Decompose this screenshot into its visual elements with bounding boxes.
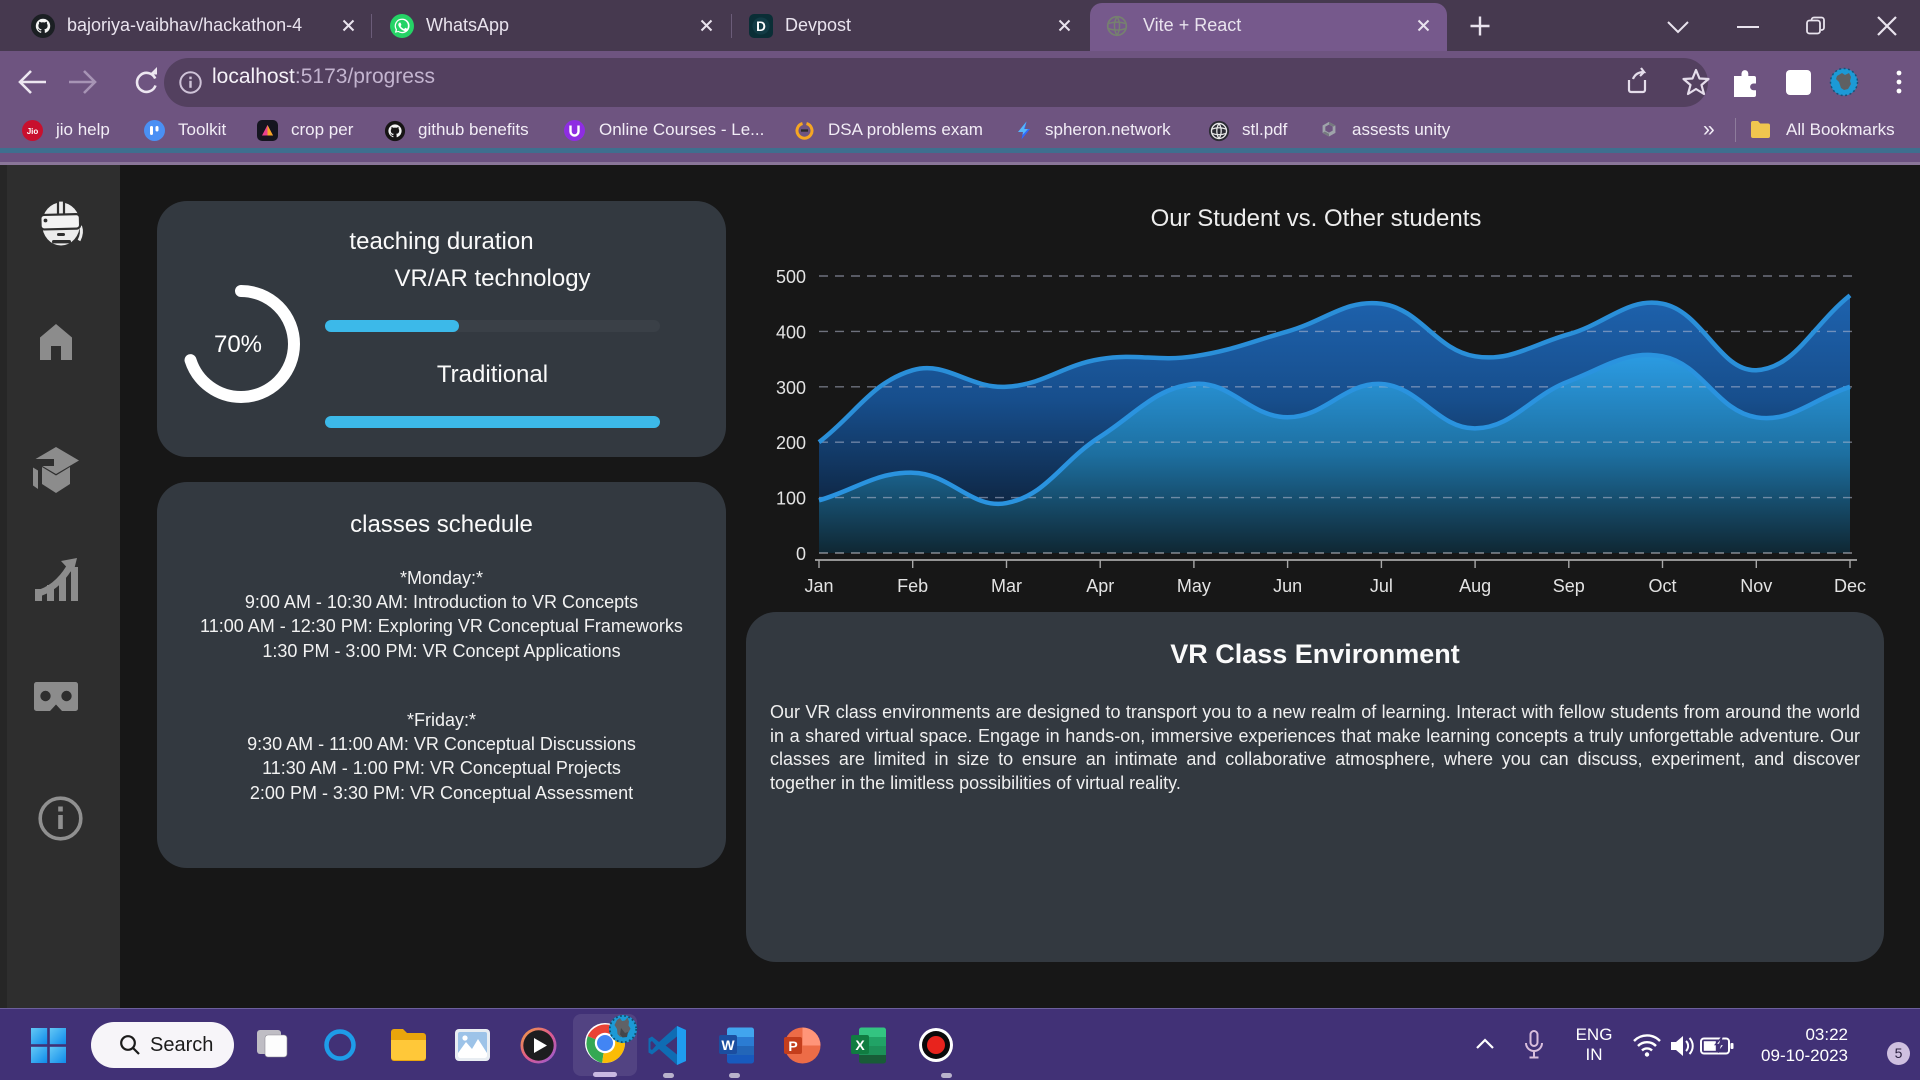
svg-text:Dec: Dec (1834, 576, 1866, 596)
svg-text:Jio: Jio (27, 127, 39, 136)
svg-text:Sep: Sep (1553, 576, 1585, 596)
svg-text:W: W (721, 1037, 735, 1053)
svg-text:D: D (756, 19, 766, 34)
svg-text:0: 0 (796, 544, 806, 564)
svg-text:200: 200 (776, 433, 806, 453)
svg-text:P: P (788, 1038, 797, 1054)
svg-text:300: 300 (776, 378, 806, 398)
svg-text:Aug: Aug (1459, 576, 1491, 596)
svg-text:Our Student vs. Other students: Our Student vs. Other students (1151, 205, 1482, 232)
svg-text:70%: 70% (214, 331, 262, 358)
svg-text:May: May (1177, 576, 1211, 596)
svg-text:Mar: Mar (991, 576, 1022, 596)
svg-text:Jan: Jan (804, 576, 833, 596)
svg-text:500: 500 (776, 267, 806, 287)
svg-text:X: X (855, 1037, 865, 1053)
svg-text:Jul: Jul (1370, 576, 1393, 596)
svg-text:Oct: Oct (1648, 576, 1676, 596)
svg-text:Feb: Feb (897, 576, 928, 596)
svg-text:Jun: Jun (1273, 576, 1302, 596)
svg-text:Nov: Nov (1740, 576, 1772, 596)
svg-text:100: 100 (776, 489, 806, 509)
svg-text:400: 400 (776, 322, 806, 342)
svg-text:Apr: Apr (1086, 576, 1114, 596)
